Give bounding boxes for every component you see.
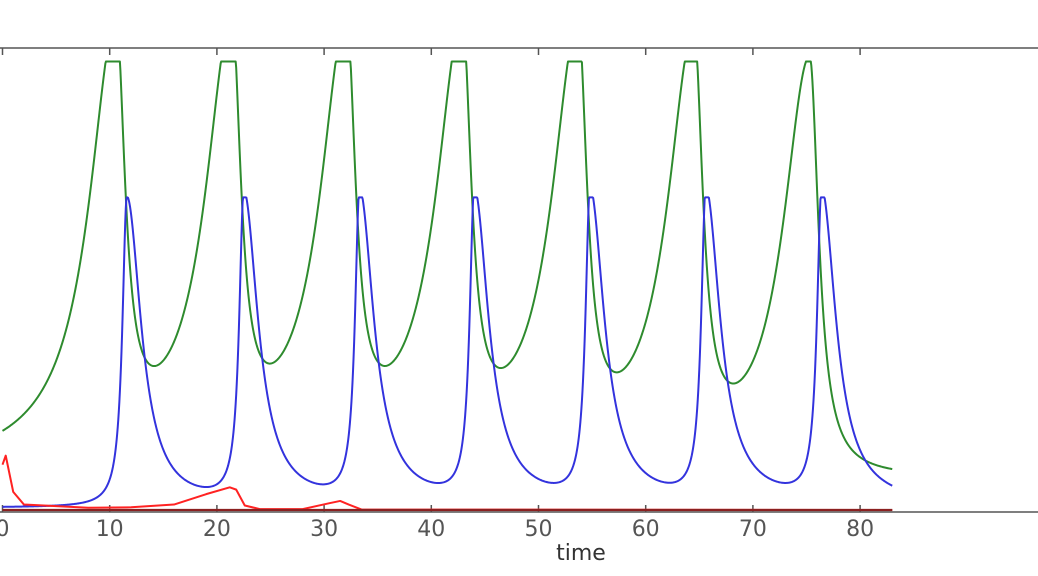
x-tick-label: 20 [203,517,231,542]
x-tick-label: 40 [417,517,445,542]
x-tick-label: 70 [739,517,767,542]
plot-series [1,60,893,512]
x-tick-label: 10 [96,517,124,542]
x-tick-labels: 0 10 20 30 40 50 60 70 80 [0,517,874,542]
x-tick-label: 30 [310,517,338,542]
series-line-1 [1,60,893,471]
x-tick-label: 0 [0,517,10,542]
x-tick-label: 50 [525,517,553,542]
x-axis-label: time [556,541,606,566]
x-tick-label: 80 [846,517,874,542]
x-tick-label: 60 [632,517,660,542]
series-line-2 [2,196,893,508]
series-line-3 [1,454,893,511]
